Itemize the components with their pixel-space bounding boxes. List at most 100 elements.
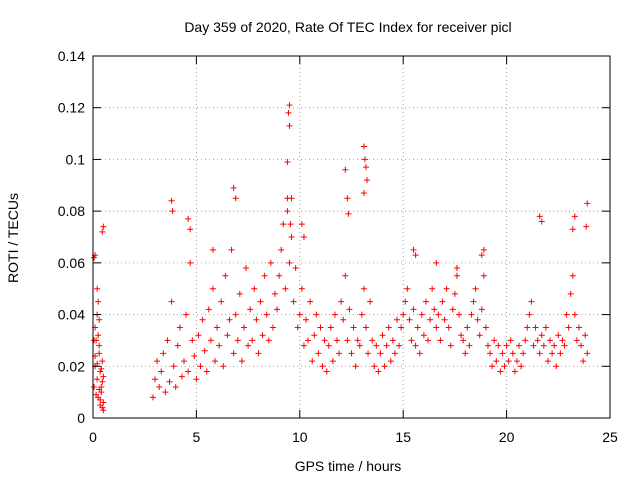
data-point [369, 337, 376, 344]
data-point [197, 363, 204, 370]
data-point [551, 342, 558, 349]
data-point [478, 306, 485, 313]
data-point [559, 337, 566, 344]
data-point [174, 342, 181, 349]
data-point [292, 265, 299, 272]
data-point [287, 221, 294, 228]
data-point [344, 195, 351, 202]
data-point [387, 358, 394, 365]
data-point [187, 259, 194, 266]
data-point [166, 378, 173, 385]
data-point [259, 332, 266, 339]
x-tick-label: 0 [89, 429, 97, 445]
data-point [261, 272, 268, 279]
data-point [300, 342, 307, 349]
data-point [441, 316, 448, 323]
data-point [201, 347, 208, 354]
data-point [522, 337, 529, 344]
y-tick-label: 0.14 [58, 48, 85, 64]
data-point [152, 376, 159, 383]
data-point [96, 342, 103, 349]
data-point [352, 363, 359, 370]
data-point [433, 324, 440, 331]
data-point [331, 311, 338, 318]
data-point [538, 332, 545, 339]
data-point [557, 350, 564, 357]
data-point [584, 200, 591, 207]
data-point [422, 298, 429, 305]
data-point [478, 252, 485, 259]
data-point [365, 350, 372, 357]
data-point [451, 290, 458, 297]
data-point [511, 368, 518, 375]
data-point [300, 234, 307, 240]
y-tick-label: 0.02 [58, 358, 85, 374]
data-point [95, 332, 102, 339]
data-point [427, 316, 434, 323]
data-point [575, 324, 582, 331]
x-tick-label: 15 [395, 429, 411, 445]
x-axis-label: GPS time / hours [295, 458, 402, 474]
y-tick-label: 0.08 [58, 203, 85, 219]
grid-lines [93, 56, 610, 418]
data-point [480, 272, 487, 279]
data-point [207, 337, 214, 344]
data-point [99, 358, 106, 365]
data-point [398, 324, 405, 331]
data-point [286, 102, 293, 109]
data-point [98, 365, 105, 372]
data-point [470, 298, 477, 305]
data-point [265, 337, 272, 344]
data-point [371, 363, 378, 370]
data-point [238, 358, 245, 365]
data-point [149, 394, 156, 401]
data-point [466, 342, 473, 349]
data-point [547, 337, 554, 344]
data-point [232, 311, 239, 318]
data-point [497, 368, 504, 375]
data-point [528, 298, 535, 305]
data-point [391, 350, 398, 357]
data-point [169, 208, 176, 215]
data-point [476, 332, 483, 339]
data-point [561, 342, 568, 349]
data-point [458, 332, 465, 339]
data-point [385, 324, 392, 331]
data-point [195, 332, 202, 339]
data-point [91, 383, 98, 390]
data-point [288, 234, 295, 240]
data-point [340, 316, 347, 323]
data-point [453, 265, 460, 272]
data-point [327, 324, 334, 331]
data-point [412, 252, 419, 259]
data-point [249, 337, 256, 344]
axis-ticks: 0 5 10 15 20 25 0 0.02 0.04 0.06 0.08 0.1 0.12 0.14 [58, 48, 618, 445]
data-point [468, 311, 475, 318]
data-point [180, 358, 187, 365]
data-point [582, 332, 589, 339]
data-point [425, 337, 432, 344]
data-point [571, 213, 578, 220]
x-tick-label: 5 [193, 429, 201, 445]
data-point [491, 337, 498, 344]
data-point [172, 383, 179, 390]
data-point [507, 337, 514, 344]
x-tick-label: 10 [292, 429, 308, 445]
y-tick-label: 0.12 [58, 100, 85, 116]
x-tick-label: 20 [499, 429, 515, 445]
data-point [251, 285, 258, 292]
data-point [183, 311, 190, 318]
data-point [236, 290, 243, 297]
data-point [402, 298, 409, 305]
data-point [187, 226, 194, 233]
data-point [418, 311, 425, 318]
data-point [100, 223, 107, 230]
data-point [567, 290, 574, 297]
data-point [360, 190, 367, 197]
data-point [364, 177, 371, 184]
data-point [199, 316, 206, 323]
data-point [253, 316, 260, 323]
data-point [474, 316, 481, 323]
data-point [99, 378, 106, 385]
data-point [396, 342, 403, 349]
